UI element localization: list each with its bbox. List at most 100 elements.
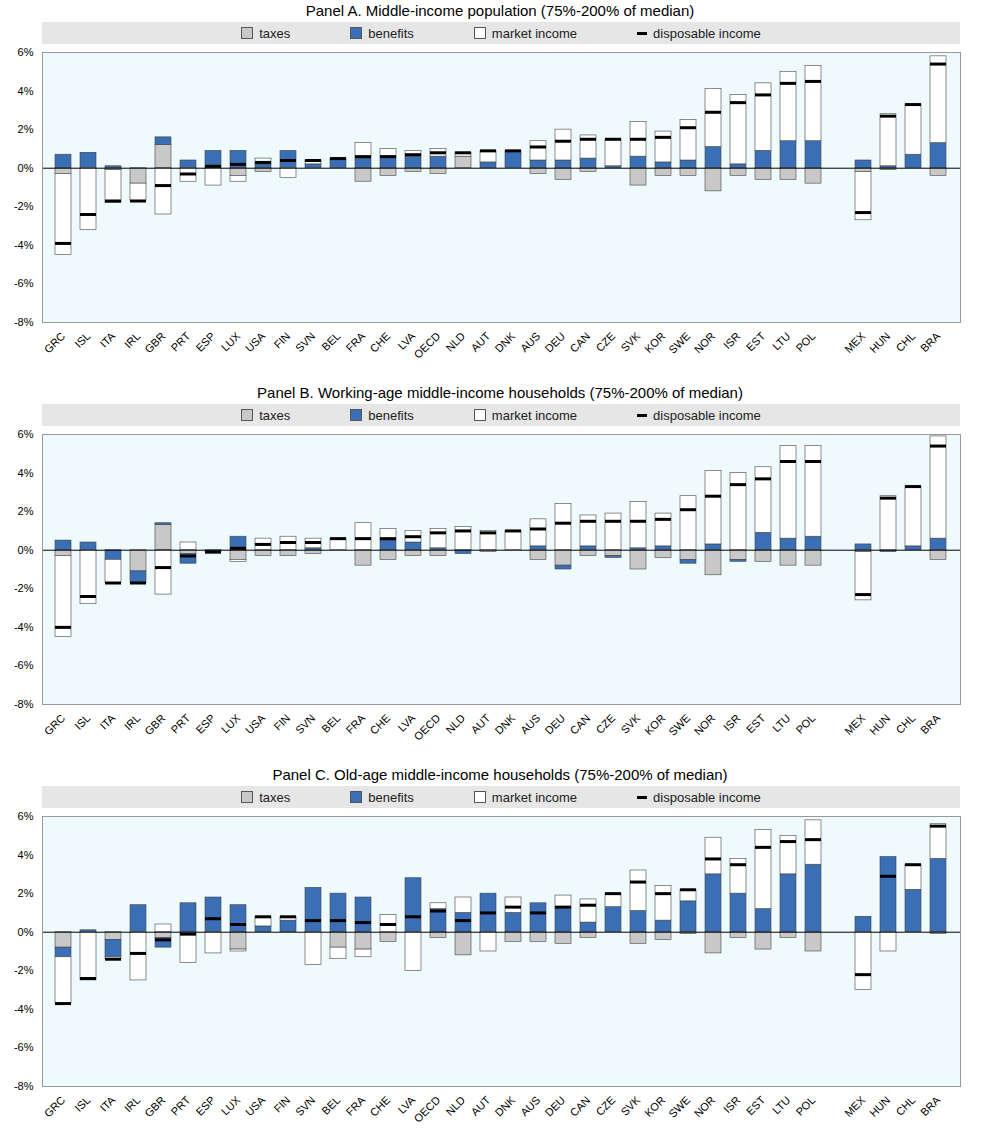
svg-text:-8%: -8% bbox=[14, 316, 34, 328]
svg-text:SVK: SVK bbox=[618, 329, 643, 354]
svg-text:NOR: NOR bbox=[692, 1094, 718, 1120]
svg-text:SWE: SWE bbox=[666, 1094, 692, 1120]
svg-text:GBR: GBR bbox=[142, 330, 167, 355]
svg-text:ESP: ESP bbox=[193, 330, 217, 354]
svg-text:HUN: HUN bbox=[867, 1094, 892, 1119]
svg-text:CAN: CAN bbox=[567, 330, 592, 355]
svg-text:-6%: -6% bbox=[14, 277, 34, 289]
svg-text:ITA: ITA bbox=[97, 329, 117, 349]
svg-text:CZE: CZE bbox=[593, 1094, 617, 1118]
svg-text:KOR: KOR bbox=[642, 712, 667, 737]
svg-text:CHE: CHE bbox=[367, 330, 392, 355]
svg-text:ISR: ISR bbox=[721, 1094, 742, 1115]
svg-text:4%: 4% bbox=[18, 849, 34, 861]
svg-text:FIN: FIN bbox=[271, 712, 292, 733]
svg-text:ISL: ISL bbox=[72, 712, 92, 732]
svg-text:BEL: BEL bbox=[319, 1094, 342, 1117]
svg-text:GRC: GRC bbox=[42, 712, 68, 738]
svg-text:NOR: NOR bbox=[692, 712, 718, 738]
svg-text:CHL: CHL bbox=[893, 330, 917, 354]
svg-text:BRA: BRA bbox=[918, 711, 943, 736]
svg-text:2%: 2% bbox=[18, 505, 34, 517]
svg-text:NOR: NOR bbox=[692, 330, 718, 356]
svg-text:LTU: LTU bbox=[770, 712, 793, 735]
svg-text:AUT: AUT bbox=[468, 712, 492, 736]
svg-text:LTU: LTU bbox=[770, 330, 793, 353]
svg-text:NLD: NLD bbox=[443, 712, 467, 736]
svg-text:USA: USA bbox=[243, 1093, 268, 1118]
svg-text:-4%: -4% bbox=[14, 239, 34, 251]
svg-text:6%: 6% bbox=[18, 428, 34, 440]
svg-text:KOR: KOR bbox=[642, 330, 667, 355]
svg-text:2%: 2% bbox=[18, 123, 34, 135]
svg-text:USA: USA bbox=[243, 329, 268, 354]
svg-text:POL: POL bbox=[793, 712, 817, 736]
svg-text:6%: 6% bbox=[18, 46, 34, 58]
svg-text:FIN: FIN bbox=[271, 1094, 292, 1115]
svg-text:SVN: SVN bbox=[293, 712, 318, 737]
svg-text:DEU: DEU bbox=[542, 330, 567, 355]
svg-text:CZE: CZE bbox=[593, 712, 617, 736]
svg-text:IRL: IRL bbox=[122, 330, 143, 351]
svg-text:LUX: LUX bbox=[219, 329, 243, 353]
svg-text:NLD: NLD bbox=[443, 330, 467, 354]
svg-text:0%: 0% bbox=[18, 162, 34, 174]
svg-text:CHE: CHE bbox=[367, 712, 392, 737]
svg-text:0%: 0% bbox=[18, 926, 34, 938]
svg-text:-8%: -8% bbox=[14, 1080, 34, 1092]
svg-text:ISL: ISL bbox=[72, 330, 92, 350]
svg-text:4%: 4% bbox=[18, 467, 34, 479]
svg-text:CAN: CAN bbox=[567, 712, 592, 737]
svg-text:MEX: MEX bbox=[842, 711, 868, 737]
svg-text:DEU: DEU bbox=[542, 712, 567, 737]
svg-text:ISR: ISR bbox=[721, 330, 742, 351]
svg-text:-6%: -6% bbox=[14, 659, 34, 671]
svg-text:AUS: AUS bbox=[518, 712, 542, 736]
svg-text:DEU: DEU bbox=[542, 1094, 567, 1119]
svg-text:PRT: PRT bbox=[168, 1094, 192, 1118]
svg-text:DNK: DNK bbox=[492, 711, 517, 736]
svg-text:SVK: SVK bbox=[618, 711, 643, 736]
svg-text:DNK: DNK bbox=[492, 1093, 517, 1118]
svg-text:DNK: DNK bbox=[492, 329, 517, 354]
svg-text:GRC: GRC bbox=[42, 330, 68, 356]
svg-text:EST: EST bbox=[744, 1094, 768, 1118]
svg-text:2%: 2% bbox=[18, 887, 34, 899]
svg-text:BEL: BEL bbox=[319, 712, 342, 735]
svg-text:BRA: BRA bbox=[918, 329, 943, 354]
svg-text:MEX: MEX bbox=[842, 329, 868, 355]
svg-text:ISL: ISL bbox=[72, 1094, 92, 1114]
svg-text:OECD: OECD bbox=[411, 712, 442, 743]
svg-text:MEX: MEX bbox=[842, 1093, 868, 1119]
svg-text:PRT: PRT bbox=[168, 712, 192, 736]
svg-text:CAN: CAN bbox=[567, 1094, 592, 1119]
svg-text:-6%: -6% bbox=[14, 1041, 34, 1053]
svg-text:ISR: ISR bbox=[721, 712, 742, 733]
svg-text:EST: EST bbox=[744, 712, 768, 736]
svg-text:SWE: SWE bbox=[666, 330, 692, 356]
svg-text:ESP: ESP bbox=[193, 712, 217, 736]
svg-text:OECD: OECD bbox=[411, 330, 442, 361]
svg-text:GBR: GBR bbox=[142, 712, 167, 737]
svg-text:6%: 6% bbox=[18, 810, 34, 822]
svg-text:LTU: LTU bbox=[770, 1094, 793, 1117]
svg-text:SVN: SVN bbox=[293, 330, 318, 355]
svg-text:-4%: -4% bbox=[14, 621, 34, 633]
svg-text:GRC: GRC bbox=[42, 1094, 68, 1120]
svg-text:4%: 4% bbox=[18, 85, 34, 97]
svg-text:OECD: OECD bbox=[411, 1094, 442, 1125]
svg-text:-2%: -2% bbox=[14, 200, 34, 212]
svg-text:ITA: ITA bbox=[97, 711, 117, 731]
svg-text:CZE: CZE bbox=[593, 330, 617, 354]
svg-text:FRA: FRA bbox=[343, 1093, 368, 1118]
svg-text:HUN: HUN bbox=[867, 330, 892, 355]
svg-text:NLD: NLD bbox=[443, 1094, 467, 1118]
svg-text:IRL: IRL bbox=[122, 1094, 143, 1115]
svg-text:-4%: -4% bbox=[14, 1003, 34, 1015]
svg-text:GBR: GBR bbox=[142, 1094, 167, 1119]
svg-text:CHL: CHL bbox=[893, 712, 917, 736]
svg-text:FRA: FRA bbox=[343, 329, 368, 354]
svg-text:EST: EST bbox=[744, 330, 768, 354]
svg-text:AUS: AUS bbox=[518, 330, 542, 354]
svg-text:PRT: PRT bbox=[168, 330, 192, 354]
